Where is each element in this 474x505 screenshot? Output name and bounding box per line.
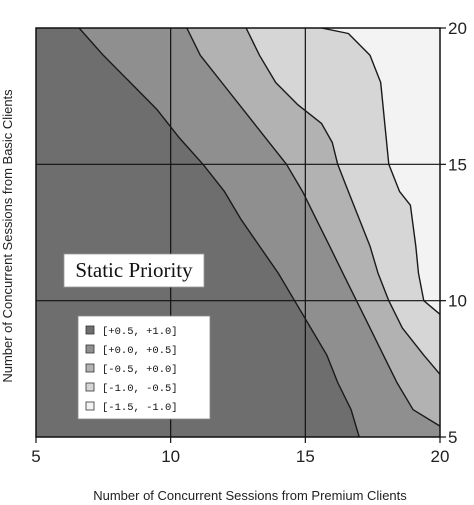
- plot-frame: [35, 27, 441, 438]
- x-tick-label: 5: [31, 447, 40, 466]
- x-tick-label: 20: [431, 447, 450, 466]
- y-tick-label: 20: [448, 19, 467, 38]
- legend-swatch: [85, 401, 95, 411]
- static-priority-annotation: Static Priority: [63, 253, 205, 288]
- legend-label: [+0.5, +1.0]: [102, 326, 178, 338]
- contour-line-1: [78, 28, 360, 437]
- y-tick-label: 5: [448, 428, 457, 447]
- x-tick-label: 15: [296, 447, 315, 466]
- legend-label: [-1.5, -1.0]: [102, 402, 178, 414]
- contour-line-3: [245, 28, 440, 375]
- y-axis-title: Number of Concurrent Sessions from Basic…: [0, 89, 15, 383]
- annotation-text: Static Priority: [75, 258, 193, 282]
- legend-swatch: [85, 382, 95, 392]
- legend-label: [-1.0, -0.5]: [102, 383, 178, 395]
- legend-swatch: [85, 363, 95, 373]
- legend: [+0.5, +1.0] [+0.0, +0.5] [-0.5, +0.0] [-1.…: [77, 315, 211, 420]
- legend-box: [77, 315, 211, 420]
- x-axis-title: Number of Concurrent Sessions from Premi…: [93, 488, 407, 503]
- legend-label: [-0.5, +0.0]: [102, 364, 178, 376]
- contour-line-2: [186, 28, 440, 427]
- x-tick-label: 10: [161, 447, 180, 466]
- y-tick-label: 10: [448, 292, 467, 311]
- contour-line-4: [321, 28, 440, 315]
- legend-swatch: [85, 325, 95, 335]
- contour-region-5: [321, 28, 440, 315]
- legend-swatch: [85, 344, 95, 354]
- y-tick-label: 15: [448, 155, 467, 174]
- legend-label: [+0.0, +0.5]: [102, 345, 178, 357]
